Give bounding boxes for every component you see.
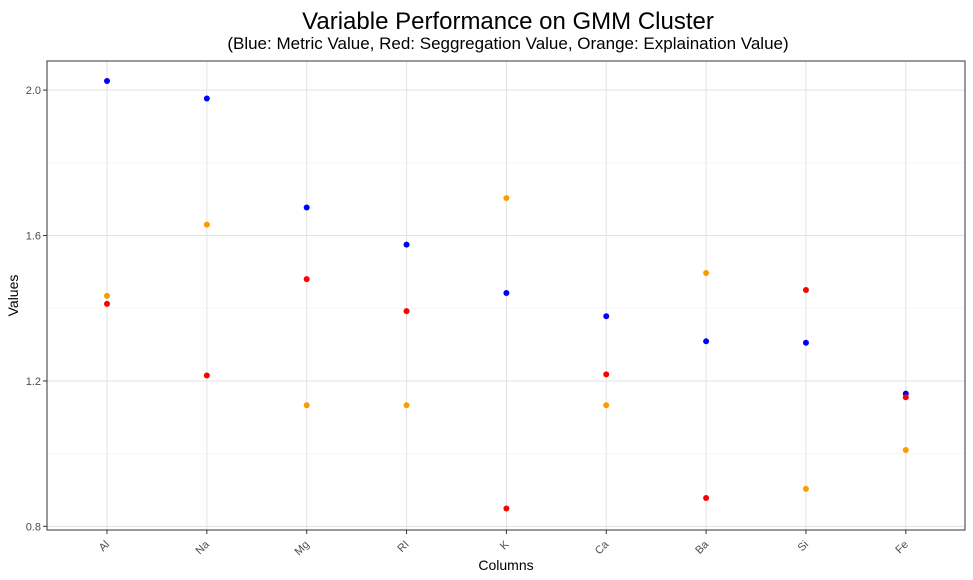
data-point	[902, 394, 909, 401]
data-point	[303, 276, 310, 283]
data-point	[603, 402, 610, 409]
x-axis-label: Columns	[478, 557, 533, 573]
data-point	[603, 371, 610, 378]
data-point	[104, 300, 110, 307]
data-point	[303, 402, 310, 409]
x-tick-label: Si	[796, 539, 811, 554]
data-point	[703, 338, 710, 345]
y-tick-label: 1.6	[26, 231, 41, 243]
data-point	[902, 447, 909, 454]
data-point	[203, 221, 210, 228]
data-point	[802, 287, 809, 294]
data-point	[303, 204, 310, 211]
data-point	[403, 402, 410, 409]
data-point	[503, 195, 510, 202]
data-point	[802, 339, 809, 346]
data-point	[703, 495, 710, 502]
x-axis-ticks: Al Na Mg RI K Ca Ba Si Fe	[97, 530, 911, 558]
x-tick-label: Na	[194, 538, 213, 557]
y-axis-label: Values	[5, 275, 21, 317]
data-points	[104, 77, 909, 512]
data-point	[802, 485, 809, 492]
x-tick-label: Al	[97, 539, 112, 554]
y-tick-label: 0.8	[26, 521, 41, 533]
data-point	[203, 372, 210, 379]
y-tick-label: 1.2	[26, 376, 41, 388]
data-point	[403, 241, 410, 248]
data-point	[403, 308, 410, 315]
x-tick-label: Ba	[693, 538, 712, 557]
major-gridlines	[47, 61, 965, 530]
data-point	[603, 313, 610, 320]
x-tick-label: Fe	[893, 539, 911, 557]
data-point	[104, 292, 110, 299]
x-tick-label: Mg	[293, 539, 312, 558]
data-point	[203, 95, 210, 102]
x-tick-label: K	[498, 538, 512, 552]
data-point	[104, 77, 110, 84]
chart-title: Variable Performance on GMM Cluster	[302, 8, 714, 35]
y-axis-ticks: 0.8 1.2 1.6 2.0	[26, 85, 47, 533]
x-tick-label: Ca	[593, 538, 612, 557]
data-point	[703, 269, 710, 276]
x-tick-label: RI	[395, 539, 411, 555]
chart-subtitle: (Blue: Metric Value, Red: Seggregation V…	[227, 34, 789, 53]
y-tick-label: 2.0	[26, 85, 41, 97]
data-point	[503, 289, 510, 296]
data-point	[503, 505, 510, 512]
